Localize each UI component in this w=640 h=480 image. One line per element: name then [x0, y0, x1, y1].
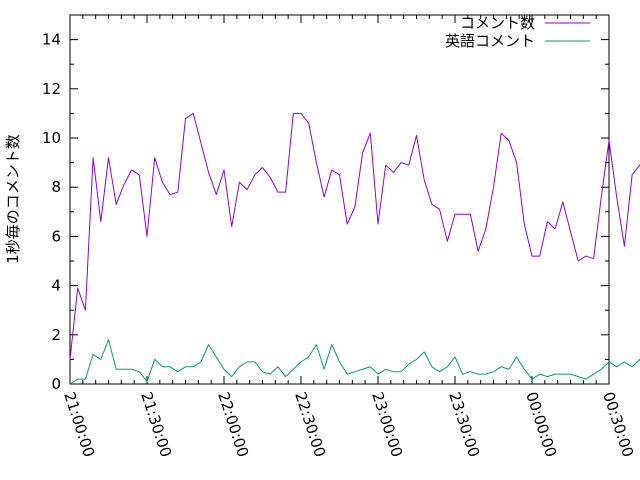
y-tick-label: 4 — [51, 277, 61, 295]
y-tick-label: 12 — [42, 80, 61, 98]
x-tick-label: 00:00:00 — [522, 390, 560, 460]
y-tick-label: 10 — [42, 129, 61, 147]
y-axis-label: 1秒毎のコメント数 — [4, 134, 22, 264]
y-tick-label: 8 — [51, 178, 61, 196]
legend-label-1: コメント数 — [460, 14, 535, 32]
x-tick-label: 22:00:00 — [214, 390, 252, 460]
x-tick-label: 23:00:00 — [368, 390, 406, 460]
y-tick-label: 0 — [51, 375, 61, 393]
x-tick-label: 22:30:00 — [291, 390, 329, 460]
x-tick-label: 00:30:00 — [599, 390, 637, 460]
x-tick-label: 21:30:00 — [137, 390, 175, 460]
x-tick-label: 23:30:00 — [445, 390, 483, 460]
series-layer — [69, 112, 640, 385]
x-axis: 21:00:00 21:30:00 22:00:00 22:30:00 23:00:00… — [60, 15, 637, 459]
y-tick-label: 2 — [51, 326, 61, 344]
legend-label-2: 英語コメント — [445, 32, 535, 50]
y-tick-label: 14 — [42, 31, 61, 49]
series-line-2 — [69, 339, 640, 385]
y-axis: 0 2 4 6 8 10 12 14 — [42, 31, 609, 393]
x-tick-label: 21:00:00 — [60, 390, 98, 460]
series-line-1 — [69, 112, 640, 360]
y-tick-label: 6 — [51, 227, 61, 245]
